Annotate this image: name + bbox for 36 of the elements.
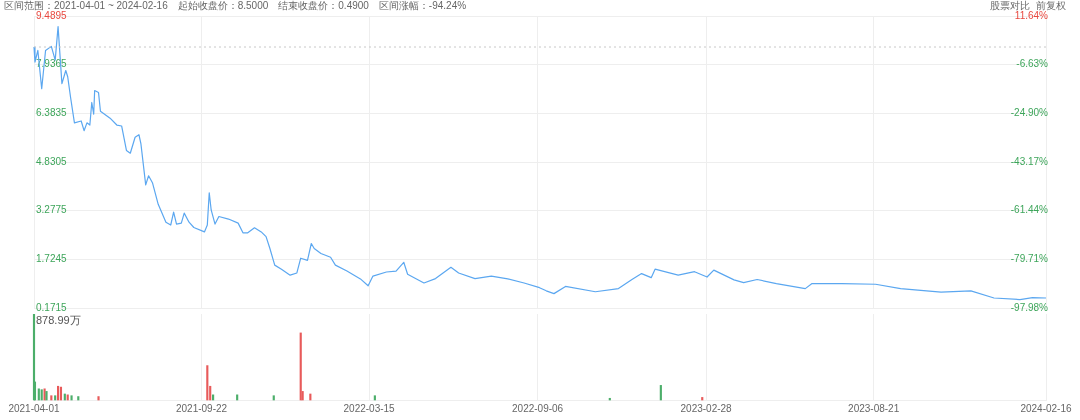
y-tick-label: 9.4895 (36, 9, 68, 21)
bar (37, 388, 40, 401)
x-tick-label: 2022-09-06 (512, 402, 564, 414)
bar (272, 395, 275, 401)
y2-tick-label: 11.64% (1014, 9, 1049, 21)
bar (56, 385, 60, 401)
text: 股票对比 (990, 0, 1030, 11)
bar (206, 365, 209, 401)
bar (97, 396, 100, 401)
y2-tick-label: -24.90% (1010, 107, 1049, 119)
bar (373, 395, 376, 401)
bar (70, 395, 73, 401)
chart-title: 区间范围：2021-04-01 ~ 2024-02-16 起始收盘价：8.5000 结束收盘价：0.4900 区间涨幅：-94.24% (4, 0, 467, 11)
x-tick-label: 2021-09-22 (175, 402, 228, 414)
bar (50, 395, 53, 401)
annotation: 878.99万 (36, 314, 81, 326)
bar (659, 385, 662, 401)
y2-tick-label: -6.63% (1016, 58, 1049, 70)
y2-tick-label: -61.44% (1010, 204, 1049, 216)
y-tick-label: 4.8305 (36, 155, 68, 167)
y2-tick-label: -43.17% (1010, 155, 1049, 167)
y-tick-label: 0.1715 (36, 301, 68, 313)
y2-tick-label: -79.71% (1010, 253, 1049, 265)
y2-tick-label: -97.98% (1010, 301, 1049, 313)
bar (54, 395, 57, 401)
y-tick-label: 6.3835 (36, 107, 68, 119)
x-tick-label: 2023-02-28 (680, 402, 733, 414)
x-tick-label: 2021-04-01 (8, 402, 61, 414)
x-tick-label: 2022-03-15 (343, 402, 396, 414)
text: 前复权 (1036, 0, 1066, 11)
x-tick-label: 2023-08-21 (848, 402, 900, 414)
bar (299, 332, 302, 401)
y-tick-label: 1.7245 (36, 253, 68, 265)
x-tick-label: 2024-02-16 (1020, 402, 1073, 414)
y-tick-label: 3.2775 (36, 204, 68, 216)
bar (59, 386, 63, 401)
